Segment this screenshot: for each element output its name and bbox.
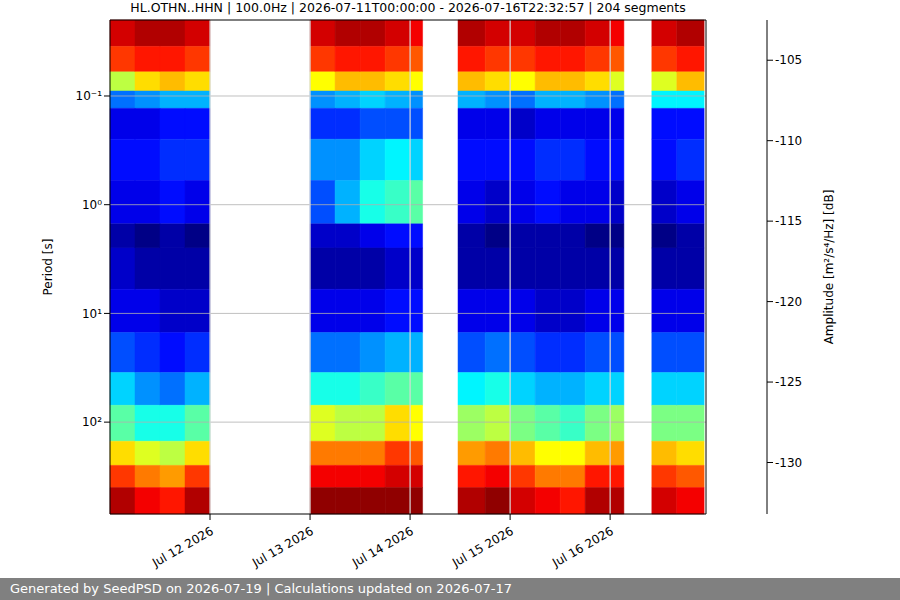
svg-text:Jul 16 2026: Jul 16 2026 xyxy=(549,524,616,571)
svg-text:-105: -105 xyxy=(775,53,802,67)
svg-text:-115: -115 xyxy=(775,214,802,228)
svg-text:10⁰: 10⁰ xyxy=(82,198,102,212)
html-text:Generated by SeedPSD on 2026-0: Generated by SeedPSD on 2026-07-19 | Cal… xyxy=(10,581,512,596)
svg-text:Jul 15 2026: Jul 15 2026 xyxy=(449,524,516,571)
svg-text:Period [s]: Period [s] xyxy=(41,239,55,296)
svg-text:Jul 14 2026: Jul 14 2026 xyxy=(349,524,416,571)
svg-text:10¹: 10¹ xyxy=(82,307,102,321)
svg-text:-120: -120 xyxy=(775,295,802,309)
svg-text:-110: -110 xyxy=(775,134,802,148)
svg-text:10²: 10² xyxy=(82,415,102,429)
svg-text:-125: -125 xyxy=(775,375,802,389)
html-text:HL.OTHN..HHN | 100.0Hz | 2026-: HL.OTHN..HHN | 100.0Hz | 2026-07-11T00:0… xyxy=(130,0,686,15)
svg-text:-130: -130 xyxy=(775,456,802,470)
svg-text:Jul 12 2026: Jul 12 2026 xyxy=(149,524,216,571)
svg-text:Jul 13 2026: Jul 13 2026 xyxy=(249,524,316,571)
svg-text:10⁻¹: 10⁻¹ xyxy=(76,89,103,103)
svg-text:Amplitude [m²/s⁴/Hz] [dB]: Amplitude [m²/s⁴/Hz] [dB] xyxy=(822,190,836,345)
